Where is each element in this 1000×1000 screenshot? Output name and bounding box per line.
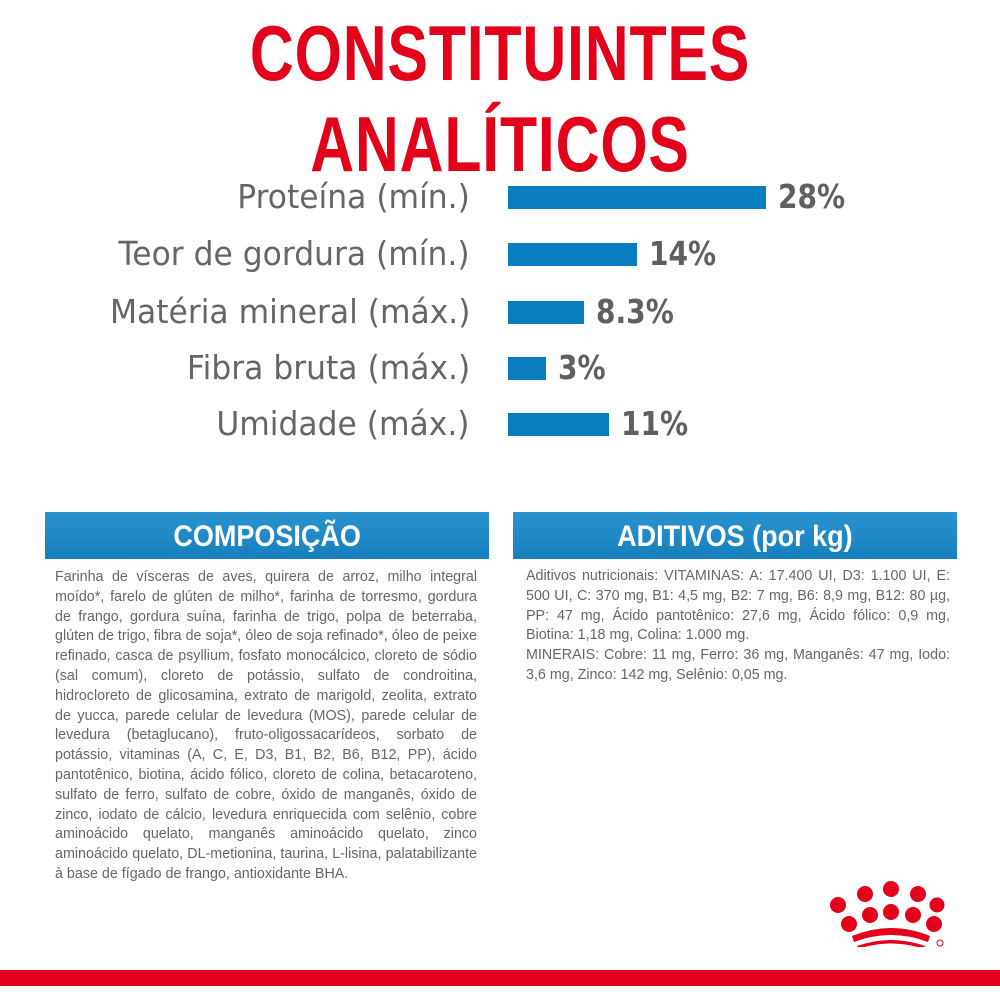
value-label: 3% [558, 348, 606, 387]
bar [508, 186, 766, 209]
bar [508, 357, 546, 380]
chart-row: Matéria mineral (máx.) 8.3% [0, 292, 1000, 332]
page-title: CONSTITUINTES ANALÍTICOS [249, 9, 751, 188]
chart-row: Fibra bruta (máx.) 3% [0, 348, 1000, 388]
chart-row: Proteína (mín.) 28% [0, 177, 1000, 217]
chart-row: Teor de gordura (mín.) 14% [0, 234, 1000, 274]
category-label: Umidade (máx.) [216, 404, 470, 443]
additives-heading-text: ADITIVOS (por kg) [617, 520, 853, 553]
value-label: 14% [648, 234, 716, 273]
chart-row: Umidade (máx.) 11% [0, 404, 1000, 444]
composition-text: Farinha de vísceras de aves, quirera de … [55, 569, 477, 882]
category-label: Matéria mineral (máx.) [109, 292, 470, 331]
composition-heading-text: COMPOSIÇÃO [173, 520, 361, 553]
category-label: Fibra bruta (máx.) [186, 348, 470, 387]
category-label: Proteína (mín.) [237, 177, 470, 216]
value-label: 8.3% [596, 292, 675, 331]
additives-heading: ADITIVOS (por kg) [513, 512, 957, 559]
bottom-red-band [0, 970, 1000, 986]
additives-vitamins: Aditivos nutricionais: VITAMINAS: A: 17.… [526, 568, 950, 644]
value-label: 11% [621, 404, 689, 443]
bar [508, 413, 610, 436]
bar [508, 301, 585, 324]
additives-text: Aditivos nutricionais: VITAMINAS: A: 17.… [526, 567, 950, 686]
additives-minerals: MINERAIS: Cobre: 11 mg, Ferro: 36 mg, Ma… [526, 647, 950, 683]
composition-heading: COMPOSIÇÃO [45, 512, 489, 559]
royal-canin-crown-logo [830, 881, 945, 947]
category-label: Teor de gordura (mín.) [118, 234, 470, 273]
bar [508, 243, 637, 266]
value-label: 28% [777, 177, 845, 216]
